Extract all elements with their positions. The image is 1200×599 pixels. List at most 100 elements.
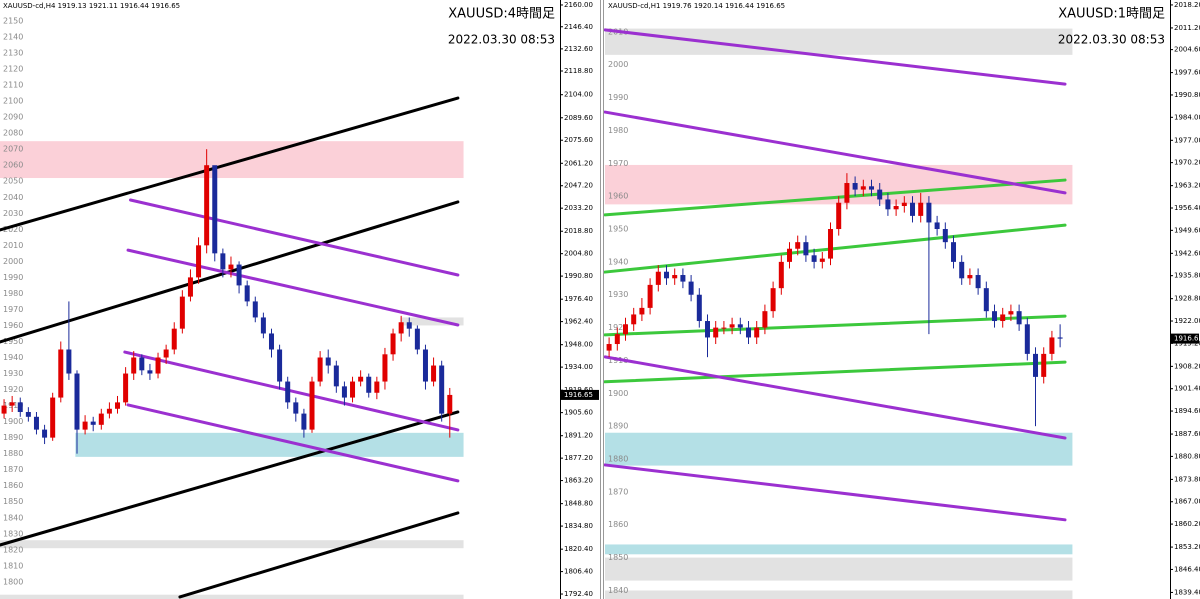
candle-body [9, 402, 15, 406]
candle-body [131, 357, 137, 374]
level-label: 1980 [608, 126, 628, 135]
candle-body [664, 271, 670, 279]
candle-body [333, 365, 339, 387]
candle-body [147, 370, 153, 374]
level-label: 1930 [608, 290, 628, 299]
candle-body [1000, 314, 1006, 322]
candle-body [1016, 311, 1022, 325]
level-label: 1930 [3, 369, 23, 378]
candle-body [992, 311, 998, 322]
candle-body [398, 322, 404, 334]
candle-body [268, 333, 274, 350]
level-label: 2090 [3, 113, 23, 122]
y-tick-label: 1877.20 [564, 454, 593, 462]
candle-body [252, 301, 258, 318]
y-tick-label: 2160.00 [564, 1, 593, 9]
level-label: 2140 [3, 33, 23, 42]
y-tick-label: 2118.80 [564, 67, 593, 75]
y-tick-label: 1997.60 [1174, 69, 1200, 77]
y-tick-label: 2033.20 [564, 204, 593, 212]
candle-body [729, 324, 735, 328]
candle-body [1041, 353, 1047, 377]
level-label: 1980 [3, 289, 23, 298]
y-tick-label: 1949.60 [1174, 226, 1200, 234]
candle-body [893, 206, 899, 210]
level-label: 1890 [3, 433, 23, 442]
candle-body [325, 357, 331, 366]
price-zone [605, 590, 1073, 599]
y-tick-label: 2047.20 [564, 182, 593, 190]
level-label: 2130 [3, 49, 23, 58]
trend-line [0, 96, 460, 232]
level-label: 1900 [3, 417, 23, 426]
candle-body [746, 327, 752, 338]
candle-body [439, 365, 445, 414]
level-label: 1880 [3, 449, 23, 458]
candle-body [171, 328, 177, 350]
level-label: 2020 [3, 225, 23, 234]
candle-body [390, 333, 396, 355]
last-price-label: 1916.65 [1174, 335, 1200, 343]
trend-line [126, 403, 460, 483]
y-tick-label: 1839.40 [1174, 588, 1200, 596]
candle-body [82, 421, 88, 430]
price-zone [0, 540, 464, 549]
y-tick-label: 1887.60 [1174, 430, 1200, 438]
y-tick-label: 1948.00 [564, 341, 593, 349]
candle-body [967, 275, 973, 279]
candle-body [983, 288, 989, 312]
candle-body [951, 242, 957, 262]
y-tick-label: 1846.40 [1174, 565, 1200, 573]
candle-body [778, 261, 784, 289]
y-tick-label: 1863.20 [564, 477, 593, 485]
candle-body [301, 413, 307, 430]
candle-body [655, 271, 661, 285]
candle-body [366, 376, 372, 393]
y-tick-label: 1860.20 [1174, 520, 1200, 528]
candle-body [17, 402, 23, 412]
y-tick-label: 2011.20 [1174, 24, 1200, 32]
candle-body [770, 288, 776, 312]
candle-body [106, 408, 112, 414]
candle-body [25, 411, 31, 417]
candle-body [1049, 337, 1055, 354]
candle-body [1057, 337, 1063, 339]
y-tick-label: 2132.60 [564, 45, 593, 53]
candle-body [852, 183, 858, 190]
candle-body [244, 285, 250, 302]
price-zone [0, 594, 464, 599]
y-tick-label: 1873.80 [1174, 475, 1200, 483]
level-label: 1870 [3, 465, 23, 474]
y-tick-label: 2018.20 [1174, 1, 1200, 9]
candle-body [762, 311, 768, 328]
candle-body [696, 294, 702, 322]
level-label: 2010 [3, 241, 23, 250]
level-label: 1940 [608, 257, 628, 266]
level-label: 1960 [608, 192, 628, 201]
y-tick-label: 1891.20 [564, 432, 593, 440]
level-label: 1900 [608, 389, 628, 398]
candle-body [350, 381, 356, 398]
candle-body [285, 381, 291, 403]
candle-body [885, 199, 891, 210]
y-tick-label: 1853.20 [1174, 543, 1200, 551]
candle-body [228, 264, 234, 270]
y-tick-label: 1848.80 [564, 500, 593, 508]
level-label: 1850 [608, 553, 628, 562]
price-zone [605, 432, 1073, 466]
candle-body [713, 327, 719, 338]
candle-body [293, 402, 299, 414]
level-label: 1830 [3, 529, 23, 538]
y-tick-label: 2075.60 [564, 136, 593, 144]
candle-body [942, 229, 948, 243]
candle-body [680, 275, 686, 282]
y-tick-label: 2018.80 [564, 227, 593, 235]
candle-body [163, 349, 169, 358]
level-label: 2000 [608, 60, 628, 69]
candle-body [754, 327, 760, 338]
level-label: 2050 [3, 177, 23, 186]
candle-body [236, 264, 242, 286]
candle-body [737, 324, 743, 328]
y-tick-label: 2004.80 [564, 250, 593, 258]
candle-body [33, 416, 39, 430]
